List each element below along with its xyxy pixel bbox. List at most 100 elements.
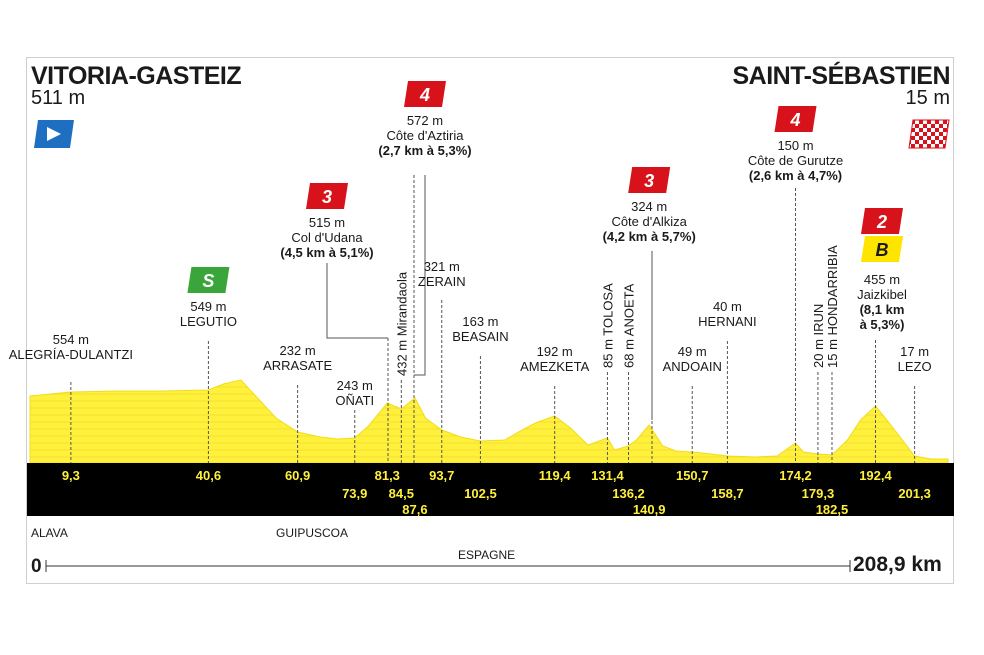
start-altitude: 511 m: [31, 87, 86, 109]
distance-total: 208,9 km: [853, 553, 942, 576]
point-name: LEZO: [898, 359, 932, 374]
finish-city: SAINT-SÉBASTIEN: [732, 62, 950, 90]
vertical-label: 15 m HONDARRIBIA: [825, 245, 840, 368]
start-flag-icon: [34, 120, 74, 148]
stage-profile-frame: [26, 57, 954, 584]
point-altitude: 49 m: [678, 344, 707, 359]
point-name: à 5,3%): [860, 317, 905, 332]
km-marker: 9,3: [62, 468, 80, 483]
point-name: (8,1 km: [860, 302, 905, 317]
elevation-area: [29, 379, 949, 464]
point-name: OÑATI: [335, 393, 374, 408]
sprint-icon: S: [187, 267, 230, 293]
climb-category-icon: 3: [306, 183, 348, 209]
point-altitude: 515 m: [309, 215, 345, 230]
point-name: Côte d'Aztiria: [387, 128, 465, 143]
distance-start: 0: [31, 556, 42, 577]
point-name: AMEZKETA: [520, 359, 589, 374]
climb-category-icon: 2: [861, 208, 903, 234]
km-marker: 201,3: [898, 486, 931, 501]
vertical-label: 20 m IRUN: [811, 304, 826, 368]
point-altitude: 243 m: [337, 378, 373, 393]
point-name: Col d'Udana: [291, 230, 363, 245]
km-marker: 73,9: [342, 486, 367, 501]
point-altitude: 549 m: [190, 299, 226, 314]
point-altitude: 150 m: [777, 138, 813, 153]
point-altitude: 554 m: [53, 332, 89, 347]
climb-category-icon: 4: [404, 81, 446, 107]
km-marker: 192,4: [859, 468, 892, 483]
km-marker: 87,6: [402, 502, 427, 517]
point-name: Jaizkibel: [857, 287, 907, 302]
point-altitude: 232 m: [280, 343, 316, 358]
point-name: BEASAIN: [452, 329, 508, 344]
point-name: (4,2 km à 5,7%): [603, 229, 696, 244]
svg-text:3: 3: [322, 187, 332, 207]
climb-category-icon: 4: [774, 106, 817, 132]
point-name: Côte d'Alkiza: [611, 214, 687, 229]
point-name: (2,7 km à 5,3%): [378, 143, 471, 158]
km-marker: 136,2: [612, 486, 645, 501]
km-marker: 182,5: [816, 502, 849, 517]
finish-flag-icon: [908, 119, 950, 149]
svg-text:3: 3: [644, 171, 654, 191]
point-name: ARRASATE: [263, 358, 332, 373]
route-point: 85 m TOLOSA: [600, 283, 615, 463]
point-altitude: 455 m: [864, 272, 900, 287]
point-name: HERNANI: [698, 314, 757, 329]
region-alava: ALAVA: [31, 526, 68, 540]
point-altitude: 17 m: [900, 344, 929, 359]
svg-text:4: 4: [790, 110, 801, 130]
country-label: ESPAGNE: [458, 548, 516, 562]
route-point: 68 m ANOETA: [622, 283, 637, 463]
finish-altitude: 15 m: [905, 87, 950, 109]
point-altitude: 321 m: [424, 259, 460, 274]
km-marker: 81,3: [375, 468, 400, 483]
svg-text:B: B: [876, 240, 889, 260]
point-altitude: 192 m: [537, 344, 573, 359]
km-marker: 60,9: [285, 468, 310, 483]
point-name: LEGUTIO: [180, 314, 237, 329]
km-marker: 93,7: [429, 468, 454, 483]
region-guipuscoa: GUIPUSCOA: [276, 526, 349, 540]
km-marker: 140,9: [633, 502, 666, 517]
route-point: 20 m IRUN: [811, 304, 826, 463]
start-city: VITORIA-GASTEIZ: [31, 62, 242, 90]
km-marker: 119,4: [539, 468, 572, 483]
route-point: 432 m Mirandaola: [394, 271, 409, 463]
point-name: ZERAIN: [418, 274, 466, 289]
vertical-label: 432 m Mirandaola: [394, 271, 409, 376]
vertical-label: 85 m TOLOSA: [600, 283, 615, 368]
km-marker: 40,6: [196, 468, 221, 483]
route-point: 15 m HONDARRIBIA: [825, 245, 840, 463]
point-altitude: 40 m: [713, 299, 742, 314]
km-marker: 150,7: [676, 468, 709, 483]
point-name: (4,5 km à 5,1%): [280, 245, 373, 260]
point-name: ALEGRÍA-DULANTZI: [9, 347, 133, 362]
distance-band: [27, 463, 954, 516]
point-altitude: 572 m: [407, 113, 443, 128]
km-marker: 174,2: [779, 468, 812, 483]
point-altitude: 163 m: [462, 314, 498, 329]
vertical-label: 68 m ANOETA: [622, 283, 637, 368]
km-marker: 102,5: [464, 486, 497, 501]
point-altitude: 324 m: [631, 199, 667, 214]
point-name: Côte de Gurutze: [748, 153, 843, 168]
svg-text:2: 2: [876, 212, 887, 232]
